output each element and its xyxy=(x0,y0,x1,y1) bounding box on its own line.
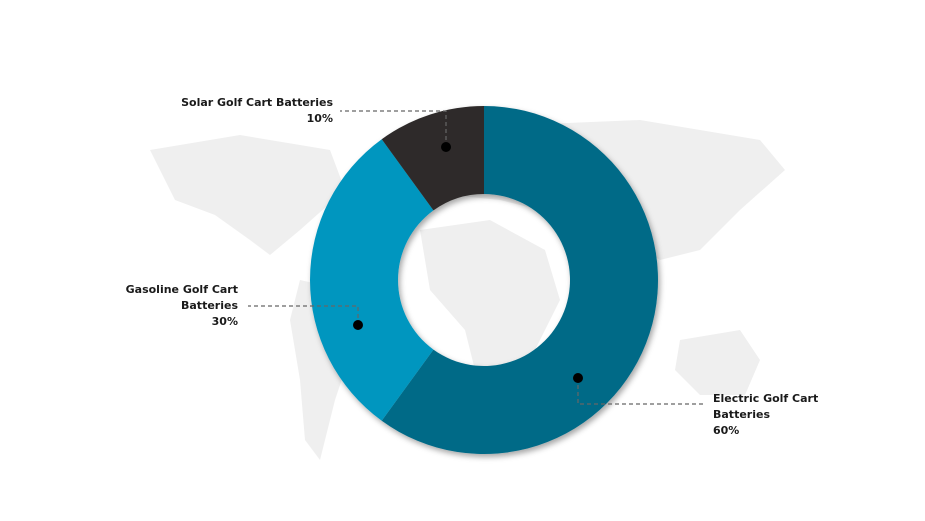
donut-slice xyxy=(381,106,484,211)
leader-line xyxy=(248,305,359,325)
slice-label: Electric Golf Cart Batteries 60% xyxy=(713,391,833,439)
leader-dot xyxy=(573,373,583,383)
category-label: Gasoline Golf Cart Batteries xyxy=(125,283,238,312)
leader-line xyxy=(577,378,705,405)
slice-label: Gasoline Golf Cart Batteries 30% xyxy=(108,282,238,330)
slice-label: Solar Golf Cart Batteries 10% xyxy=(153,95,333,127)
leader-dot xyxy=(441,142,451,152)
donut xyxy=(310,106,658,455)
category-label: Solar Golf Cart Batteries xyxy=(181,96,333,109)
donut-slice xyxy=(310,139,434,421)
category-label: Electric Golf Cart Batteries xyxy=(713,392,819,421)
leader-dot xyxy=(353,320,363,330)
donut-slice xyxy=(381,106,658,455)
leader-line xyxy=(340,110,447,147)
value-label: 60% xyxy=(713,424,740,437)
value-label: 10% xyxy=(306,112,333,125)
value-label: 30% xyxy=(211,315,238,328)
